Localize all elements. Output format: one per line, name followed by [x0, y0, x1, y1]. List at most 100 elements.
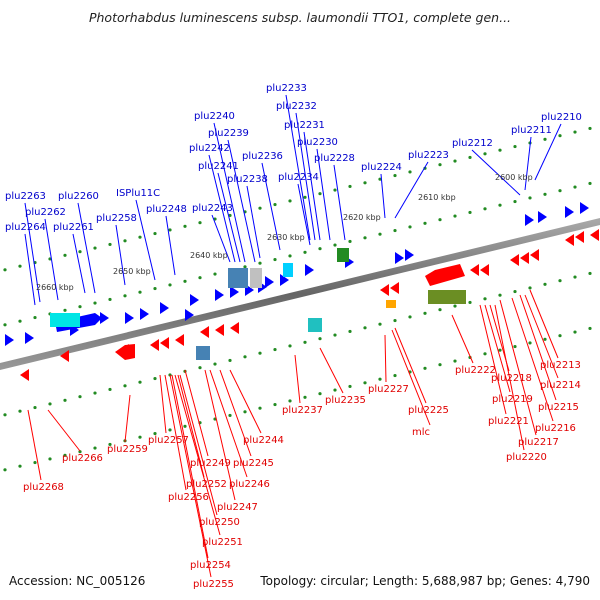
label-leader-line — [179, 374, 218, 516]
tick-dot — [348, 384, 352, 389]
reverse-gene-label[interactable]: plu2246 — [229, 479, 270, 490]
reverse-gene-label[interactable]: plu2216 — [535, 423, 576, 434]
reverse-gene-arrow — [480, 264, 489, 276]
tick-dot — [63, 253, 67, 257]
forward-gene-label[interactable]: ISPlu11C — [116, 188, 160, 199]
forward-gene-label[interactable]: plu2210 — [541, 112, 582, 123]
forward-gene-label[interactable]: plu2243 — [192, 203, 233, 214]
tick-dot — [138, 380, 142, 384]
forward-gene-arrow — [565, 206, 574, 218]
tick-dot — [198, 276, 202, 280]
forward-gene-label[interactable]: plu2239 — [208, 128, 249, 139]
reverse-gene-label[interactable]: plu2257 — [148, 435, 189, 446]
reverse-gene-label[interactable]: mlc — [412, 427, 430, 438]
forward-gene-label[interactable]: plu2258 — [96, 213, 137, 224]
gene-box — [337, 248, 349, 262]
reverse-gene-label[interactable]: plu2259 — [107, 444, 148, 455]
tick-dot — [573, 130, 577, 134]
forward-gene-label[interactable]: plu2264 — [5, 222, 46, 233]
forward-gene-label[interactable]: plu2240 — [194, 111, 235, 122]
tick-dot — [588, 181, 592, 186]
gene-track — [5, 202, 599, 381]
reverse-gene-label[interactable]: plu2218 — [491, 373, 532, 384]
tick-dot — [423, 366, 427, 370]
label-leader-line — [208, 154, 236, 263]
forward-gene-arrow — [100, 312, 109, 324]
forward-gene-label[interactable]: plu2232 — [276, 101, 317, 112]
forward-gene-label[interactable]: plu2261 — [53, 222, 94, 233]
forward-gene-arrow — [25, 332, 34, 344]
forward-gene-label[interactable]: plu2238 — [227, 174, 268, 185]
forward-gene-label[interactable]: plu2263 — [5, 191, 46, 202]
reverse-gene-arrow — [20, 369, 29, 381]
tick-track — [3, 126, 592, 472]
tick-dot — [528, 196, 532, 200]
reverse-gene-label[interactable]: plu2213 — [540, 360, 581, 371]
reverse-gene-label[interactable]: plu2255 — [193, 579, 234, 590]
label-leader-line — [303, 131, 321, 241]
forward-label-lines — [24, 94, 562, 306]
forward-gene-label[interactable]: plu2242 — [189, 143, 230, 154]
reverse-gene-label[interactable]: plu2227 — [368, 384, 409, 395]
forward-gene-label[interactable]: plu2260 — [58, 191, 99, 202]
reverse-gene-label[interactable]: plu2252 — [186, 479, 227, 490]
tick-dot — [258, 206, 262, 210]
tick-dot — [93, 391, 97, 395]
forward-gene-label[interactable]: plu2233 — [266, 83, 307, 94]
reverse-gene-label[interactable]: plu2249 — [190, 458, 231, 469]
tick-dot — [378, 177, 382, 181]
label-leader-line — [24, 202, 41, 303]
reverse-gene-label[interactable]: plu2214 — [540, 380, 581, 391]
tick-dot — [318, 247, 322, 251]
forward-gene-label[interactable]: plu2223 — [408, 150, 449, 161]
gene-box — [250, 268, 262, 288]
reverse-gene-label[interactable]: plu2237 — [282, 405, 323, 416]
tick-dot — [363, 236, 367, 240]
reverse-gene-label[interactable]: plu2235 — [325, 395, 366, 406]
tick-dot — [33, 315, 37, 320]
forward-gene-label[interactable]: plu2224 — [361, 162, 402, 173]
forward-gene-label[interactable]: plu2248 — [146, 204, 187, 215]
label-leader-line — [229, 369, 262, 434]
forward-gene-label[interactable]: plu2211 — [511, 125, 552, 136]
reverse-gene-label[interactable]: plu2219 — [492, 394, 533, 405]
reverse-gene-label[interactable]: plu2215 — [538, 402, 579, 413]
reverse-gene-label[interactable]: plu2250 — [199, 517, 240, 528]
reverse-gene-label[interactable]: plu2256 — [168, 492, 209, 503]
forward-gene-label[interactable]: plu2241 — [198, 161, 239, 172]
reverse-gene-label[interactable]: plu2245 — [233, 458, 274, 469]
tick-dot — [498, 148, 502, 152]
reverse-gene-label[interactable]: plu2221 — [488, 416, 529, 427]
scale-tick-label: 2620 kbp — [343, 213, 381, 222]
reverse-gene-label[interactable]: plu2251 — [202, 537, 243, 548]
tick-dot — [3, 468, 7, 472]
tick-dot — [243, 410, 247, 414]
reverse-gene-label[interactable]: plu2268 — [23, 482, 64, 493]
tick-dot — [543, 337, 547, 341]
forward-gene-label[interactable]: plu2231 — [284, 120, 325, 131]
forward-gene-label[interactable]: plu2212 — [452, 138, 493, 149]
tick-dot — [438, 163, 442, 167]
forward-gene-label[interactable]: plu2236 — [242, 151, 283, 162]
reverse-gene-label[interactable]: plu2222 — [455, 365, 496, 376]
forward-gene-label[interactable]: plu2234 — [278, 172, 319, 183]
label-leader-line — [319, 347, 344, 394]
tick-dot — [363, 381, 367, 385]
tick-dot — [303, 195, 307, 199]
reverse-gene-label[interactable]: plu2217 — [518, 437, 559, 448]
reverse-gene-label[interactable]: plu2266 — [62, 453, 103, 464]
label-leader-line — [384, 334, 387, 383]
label-leader-line — [47, 409, 81, 452]
forward-gene-label[interactable]: plu2230 — [297, 137, 338, 148]
forward-gene-label[interactable]: plu2228 — [314, 153, 355, 164]
reverse-gene-label[interactable]: plu2225 — [408, 405, 449, 416]
reverse-gene-label[interactable]: plu2254 — [190, 560, 231, 571]
label-leader-line — [479, 304, 507, 415]
forward-gene-arrow — [538, 211, 547, 223]
reverse-gene-label[interactable]: plu2220 — [506, 452, 547, 463]
reverse-gene-label[interactable]: plu2247 — [217, 502, 258, 513]
forward-gene-label[interactable]: plu2262 — [25, 207, 66, 218]
reverse-gene-label[interactable]: plu2244 — [243, 435, 284, 446]
tick-dot — [573, 275, 577, 279]
